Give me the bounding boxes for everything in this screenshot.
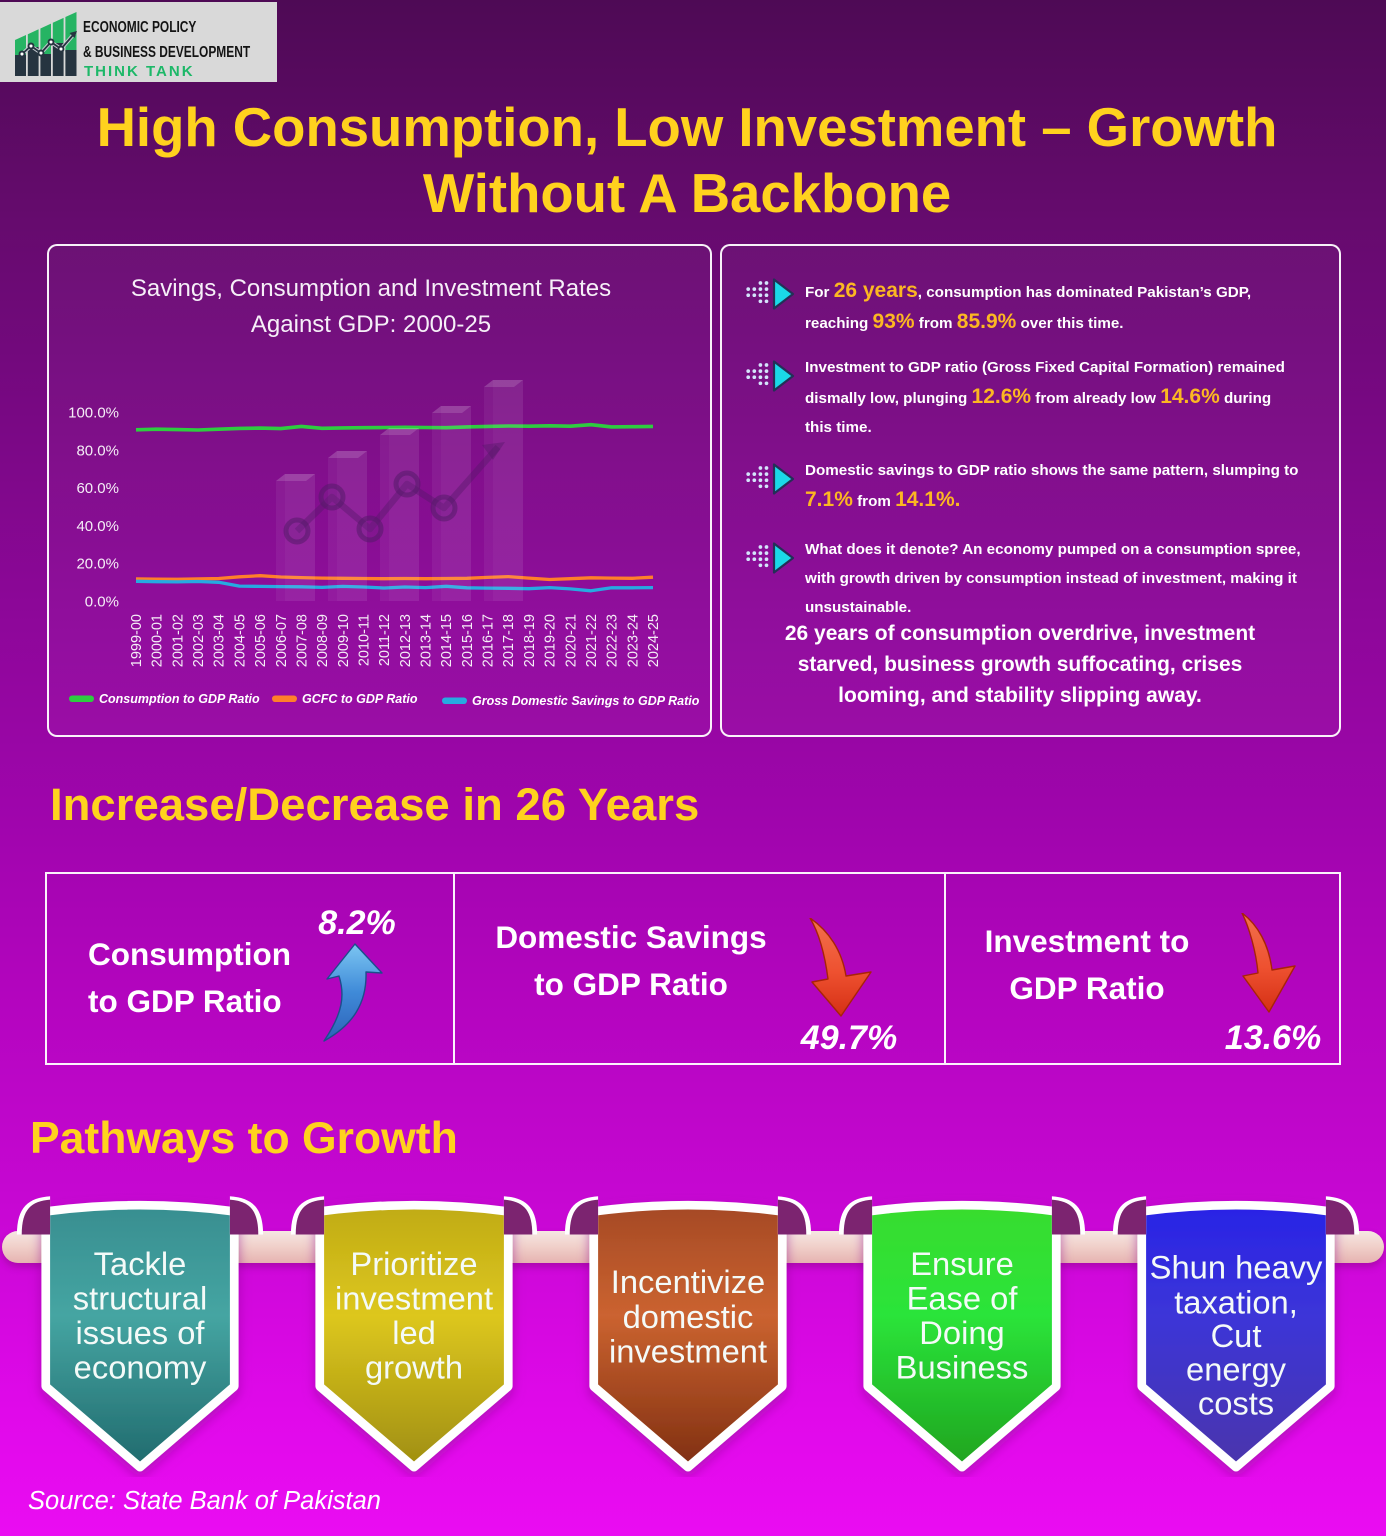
svg-text:Ensure: Ensure: [910, 1245, 1014, 1282]
svg-text:Business: Business: [896, 1349, 1029, 1386]
svg-text:Gross Domestic Savings to GDP: Gross Domestic Savings to GDP Ratio: [472, 694, 700, 708]
svg-text:2016-17: 2016-17: [481, 614, 497, 667]
svg-text:2014-15: 2014-15: [439, 614, 455, 667]
svg-text:Consumption to GDP Ratio: Consumption to GDP Ratio: [99, 692, 260, 706]
svg-text:2004-05: 2004-05: [232, 614, 248, 667]
svg-text:2007-08: 2007-08: [294, 614, 310, 667]
svg-text:2010-11: 2010-11: [357, 614, 373, 666]
svg-text:2012-13: 2012-13: [398, 614, 414, 667]
svg-text:energy: energy: [1186, 1351, 1287, 1388]
svg-text:Doing: Doing: [919, 1314, 1004, 1351]
svg-text:2009-10: 2009-10: [336, 614, 352, 667]
svg-text:investment: investment: [335, 1280, 493, 1317]
svg-text:Shun heavy: Shun heavy: [1150, 1249, 1323, 1286]
svg-text:Against GDP: 2000-25: Against GDP: 2000-25: [251, 311, 491, 338]
svg-text:domestic: domestic: [623, 1298, 754, 1335]
svg-text:2017-18: 2017-18: [501, 614, 517, 667]
svg-text:costs: costs: [1198, 1384, 1274, 1421]
svg-text:2023-24: 2023-24: [625, 614, 641, 667]
svg-text:Incentivize: Incentivize: [611, 1263, 765, 1300]
svg-text:2024-25: 2024-25: [646, 614, 662, 667]
svg-text:growth: growth: [365, 1349, 463, 1386]
svg-text:2013-14: 2013-14: [419, 614, 435, 667]
svg-text:2006-07: 2006-07: [274, 614, 290, 667]
svg-text:Cut: Cut: [1211, 1317, 1262, 1354]
svg-text:2003-04: 2003-04: [212, 614, 228, 667]
svg-text:1999-00: 1999-00: [129, 614, 145, 667]
svg-text:2020-21: 2020-21: [563, 614, 579, 667]
svg-text:2001-02: 2001-02: [170, 614, 186, 667]
svg-text:80.0%: 80.0%: [76, 442, 119, 459]
svg-text:Prioritize: Prioritize: [350, 1245, 477, 1282]
svg-text:40.0%: 40.0%: [76, 518, 119, 535]
svg-text:economy: economy: [74, 1349, 207, 1386]
svg-text:issues of: issues of: [76, 1314, 206, 1351]
svg-text:60.0%: 60.0%: [76, 480, 119, 497]
svg-text:2005-06: 2005-06: [253, 614, 269, 667]
svg-text:2011-12: 2011-12: [377, 614, 393, 666]
svg-text:2000-01: 2000-01: [150, 614, 166, 667]
svg-text:20.0%: 20.0%: [76, 556, 119, 573]
svg-text:led: led: [392, 1314, 436, 1351]
svg-text:2021-22: 2021-22: [584, 614, 600, 667]
svg-text:0.0%: 0.0%: [85, 594, 119, 611]
svg-text:investment: investment: [609, 1332, 767, 1369]
svg-text:2019-20: 2019-20: [543, 614, 559, 667]
svg-text:100.0%: 100.0%: [68, 405, 119, 422]
svg-text:2008-09: 2008-09: [315, 614, 331, 667]
svg-text:structural: structural: [73, 1280, 207, 1317]
svg-text:Ease of: Ease of: [907, 1280, 1019, 1317]
svg-text:GCFC to GDP Ratio: GCFC to GDP Ratio: [302, 692, 418, 706]
svg-text:2002-03: 2002-03: [191, 614, 207, 667]
svg-text:2018-19: 2018-19: [522, 614, 538, 667]
svg-text:Tackle: Tackle: [94, 1245, 187, 1282]
svg-text:Savings, Consumption and Inves: Savings, Consumption and Investment Rate…: [131, 275, 611, 302]
svg-text:2022-23: 2022-23: [605, 614, 621, 667]
svg-text:2015-16: 2015-16: [460, 614, 476, 667]
svg-text:taxation,: taxation,: [1174, 1283, 1298, 1320]
